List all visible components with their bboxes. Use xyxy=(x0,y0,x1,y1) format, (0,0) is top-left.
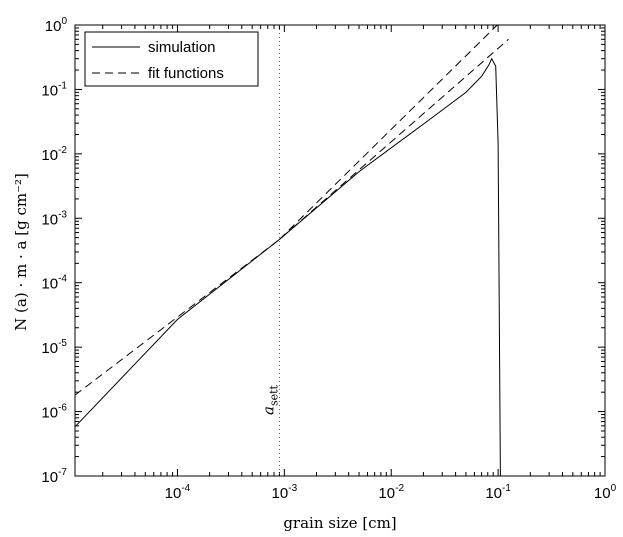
fit-function-line xyxy=(279,24,498,240)
y-axis-ticks: 10-7 10-6 10-5 10-4 10-3 10-2 10-1 100 xyxy=(41,16,605,486)
y-tick-label: 10-1 xyxy=(41,80,67,99)
x-tick-label: 10-3 xyxy=(272,483,298,502)
x-tick-label: 10-1 xyxy=(485,483,511,502)
y-axis-label: N (a) · m · a [g cm⁻²] xyxy=(12,173,30,331)
x-tick-label: 100 xyxy=(594,483,617,502)
a-sett-annotation: asett xyxy=(259,25,280,476)
y-tick-label: 10-2 xyxy=(41,145,67,164)
y-tick-label: 10-4 xyxy=(41,274,67,293)
legend-box xyxy=(84,31,259,87)
plot-area xyxy=(74,24,509,477)
x-axis-ticks: 10-4 10-3 10-2 10-1 100 xyxy=(102,25,617,502)
simulation-line xyxy=(74,57,501,477)
fit-function-line xyxy=(74,38,509,396)
y-tick-label: 10-5 xyxy=(41,338,67,357)
x-tick-label: 10-4 xyxy=(165,483,191,502)
plot-frame xyxy=(74,24,606,477)
legend: simulation fit functions xyxy=(84,31,259,87)
y-tick-label: 10-6 xyxy=(41,403,67,422)
y-tick-label: 10-3 xyxy=(41,209,67,228)
legend-simulation-label: simulation xyxy=(148,39,216,56)
y-tick-label: 10-7 xyxy=(41,467,67,486)
legend-fit-label: fit functions xyxy=(148,65,224,82)
x-axis-label: grain size [cm] xyxy=(283,514,396,532)
a-sett-label: asett xyxy=(259,384,280,415)
x-tick-label: 10-2 xyxy=(378,483,404,502)
y-tick-label: 100 xyxy=(45,16,68,35)
